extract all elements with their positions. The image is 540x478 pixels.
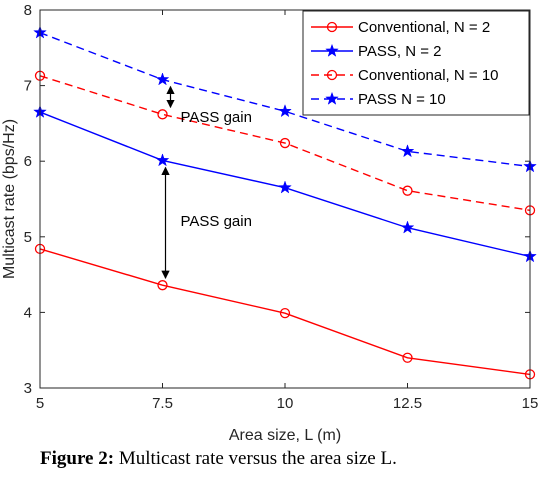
- y-tick-label: 4: [24, 304, 32, 321]
- x-tick-label: 10: [277, 395, 294, 412]
- data-point: [402, 185, 413, 196]
- legend-marker: [325, 91, 339, 105]
- data-point: [157, 280, 168, 291]
- y-tick-label: 7: [24, 78, 32, 95]
- data-point: [400, 144, 415, 158]
- legend-label: PASS N = 10: [358, 91, 446, 108]
- plot-frame: [39, 9, 531, 389]
- y-tick-label: 8: [24, 2, 32, 19]
- multicast-rate-chart: 5 7.5 10 12.5 15 3 4 5 6 7 8 PASS gain PASS gain Co…: [1, 2, 539, 444]
- data-point: [279, 308, 291, 319]
- legend-marker: [325, 43, 339, 57]
- data-point: [279, 137, 291, 149]
- caption-text: Multicast rate versus the area size L.: [118, 448, 397, 469]
- gain-annotation: PASS gain: [181, 213, 252, 230]
- data-point: [155, 153, 170, 167]
- legend-box: [302, 10, 530, 116]
- legend-label: PASS, N = 2: [358, 43, 442, 60]
- gain-annotation: PASS gain: [181, 109, 252, 126]
- data-point: [278, 180, 292, 194]
- legend-label: Conventional, N = 2: [358, 19, 490, 36]
- y-tick-label: 6: [24, 153, 32, 170]
- x-tick-label: 5: [36, 395, 44, 412]
- y-tick-label: 3: [24, 380, 32, 397]
- data-point: [278, 104, 292, 118]
- figure-caption: Figure 2: Multicast rate versus the area…: [0, 448, 540, 478]
- caption-label: Figure 2:: [40, 448, 115, 469]
- data-point: [402, 352, 413, 363]
- legend-marker: [326, 21, 338, 33]
- x-tick-label: 7.5: [152, 395, 173, 412]
- y-tick-label: 5: [24, 229, 32, 246]
- legend-marker: [326, 69, 338, 81]
- y-axis-label: Multicast rate (bps/Hz): [1, 119, 18, 279]
- data-point: [400, 220, 415, 234]
- data-point: [155, 72, 170, 86]
- data-point: [157, 109, 168, 120]
- series-line: [39, 248, 531, 376]
- legend-label: Conventional, N = 10: [358, 67, 499, 84]
- x-tick-label: 12.5: [393, 395, 422, 412]
- x-tick-label: 15: [522, 395, 539, 412]
- series-line: [39, 75, 531, 212]
- x-axis-label: Area size, L (m): [229, 427, 341, 444]
